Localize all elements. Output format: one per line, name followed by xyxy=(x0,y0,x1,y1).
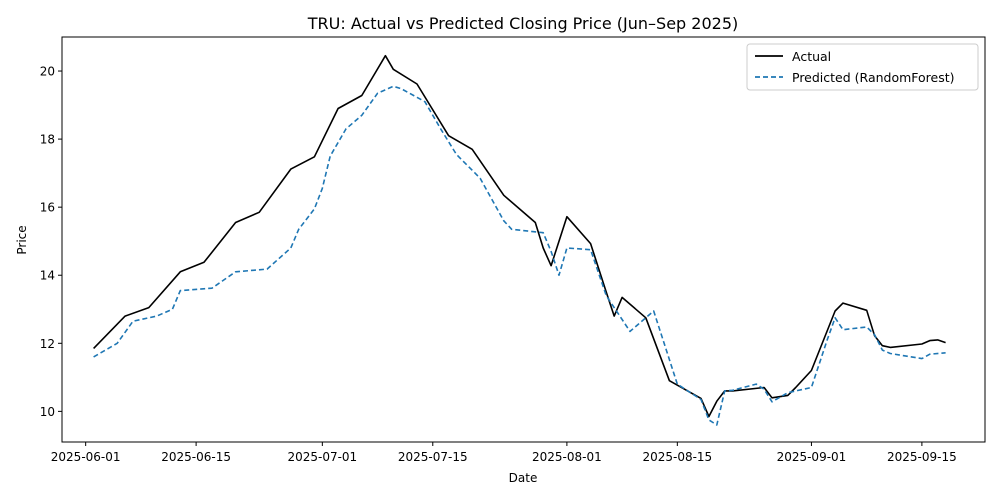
series-line-actual xyxy=(93,54,946,418)
x-tick-label: 2025-08-15 xyxy=(642,450,712,464)
x-tick-label: 2025-06-15 xyxy=(161,450,231,464)
legend-label-predicted: Predicted (RandomForest) xyxy=(792,70,955,85)
x-tick-label: 2025-07-01 xyxy=(287,450,357,464)
y-tick-label: 14 xyxy=(40,269,55,283)
y-tick-label: 10 xyxy=(40,405,55,419)
x-tick-label: 2025-09-01 xyxy=(777,450,847,464)
x-tick-label: 2025-08-01 xyxy=(532,450,602,464)
y-tick-label: 16 xyxy=(40,201,55,215)
x-tick-label: 2025-09-15 xyxy=(887,450,957,464)
plot-lines xyxy=(93,54,946,426)
y-tick-label: 12 xyxy=(40,337,55,351)
legend: Actual Predicted (RandomForest) xyxy=(746,43,979,91)
legend-box xyxy=(746,43,979,91)
x-tick-label: 2025-07-15 xyxy=(398,450,468,464)
series-line-predicted xyxy=(93,85,946,426)
legend-label-actual: Actual xyxy=(792,49,831,64)
y-axis: 10 12 14 16 18 20 xyxy=(40,65,62,419)
y-axis-label: Price xyxy=(15,225,29,254)
plot-frame xyxy=(61,36,986,443)
y-tick-label: 18 xyxy=(40,133,55,147)
x-axis-label: Date xyxy=(509,471,538,485)
x-axis: 2025-06-01 2025-06-15 2025-07-01 2025-07-15… xyxy=(51,442,957,464)
y-tick-label: 20 xyxy=(40,65,55,79)
chart-title: TRU: Actual vs Predicted Closing Price (… xyxy=(307,14,739,33)
x-tick-label: 2025-06-01 xyxy=(51,450,121,464)
